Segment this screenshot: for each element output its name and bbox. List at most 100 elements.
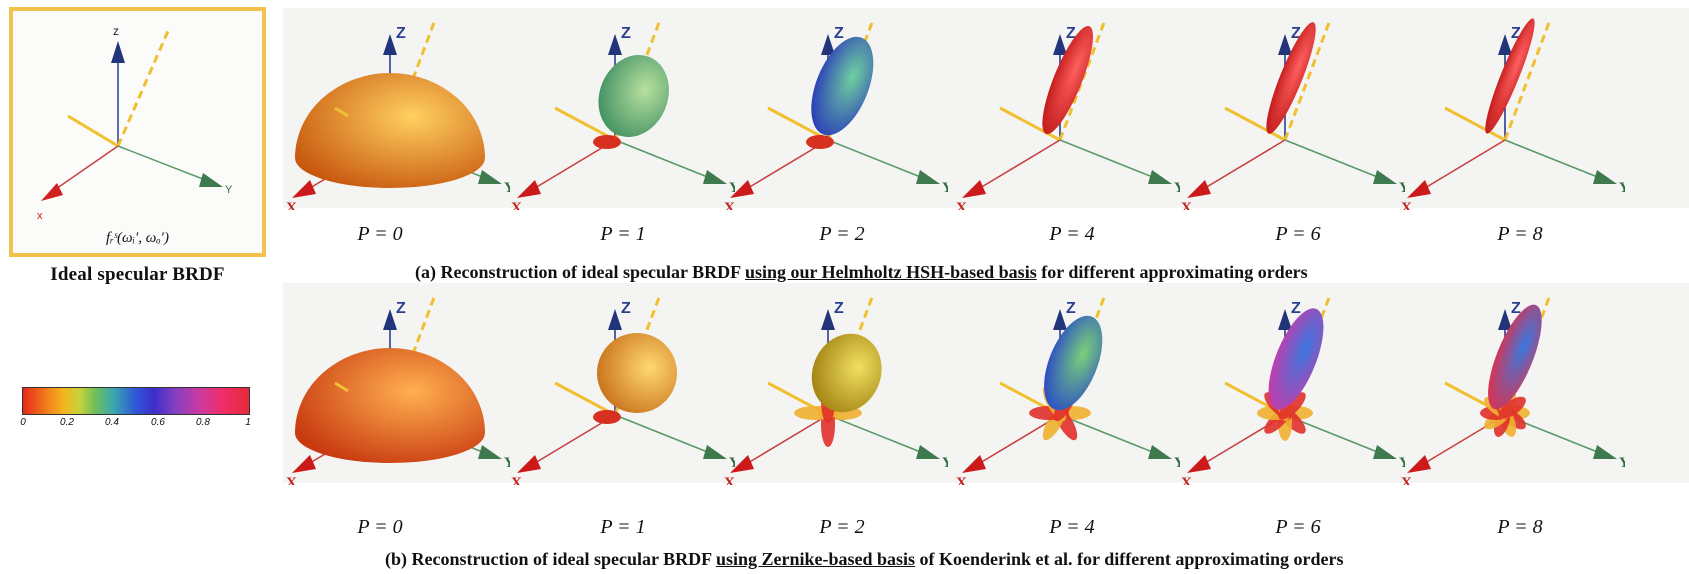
x-axis-label: X bbox=[511, 475, 522, 485]
x-axis-label: X bbox=[1401, 475, 1412, 485]
brdf-lobe-surface bbox=[585, 321, 689, 425]
x-axis-arrowhead bbox=[292, 180, 316, 198]
row-a-order-label: P = 2 bbox=[762, 223, 922, 246]
y-axis-arrowhead bbox=[1373, 445, 1397, 459]
brdf-side-lobe bbox=[593, 135, 621, 149]
y-axis-arrowhead bbox=[1148, 445, 1172, 459]
x-axis-arrowhead bbox=[1187, 180, 1211, 198]
row-a-order-label: P = 8 bbox=[1440, 223, 1600, 246]
y-axis-arrowhead bbox=[478, 170, 502, 184]
row-b-order-label: P = 2 bbox=[762, 516, 922, 539]
row-b-caption-link: using Zernike-based basis bbox=[716, 549, 915, 569]
z-axis-arrowhead bbox=[821, 309, 835, 330]
row-b-plot-4: Z X Y bbox=[1175, 285, 1405, 485]
brdf-lobe-surface bbox=[1478, 15, 1541, 137]
z-axis-label: Z bbox=[1291, 300, 1301, 317]
row-b-order-label: P = 4 bbox=[992, 516, 1152, 539]
brdf-lobe-surface bbox=[295, 348, 485, 463]
colorbar-tick: 0.6 bbox=[151, 417, 165, 428]
x-axis-label: X bbox=[286, 200, 297, 210]
z-axis-arrowhead bbox=[1498, 309, 1512, 330]
x-axis-arrowhead bbox=[962, 180, 986, 198]
row-a-order-label: P = 4 bbox=[992, 223, 1152, 246]
x-axis-label: X bbox=[1181, 200, 1192, 210]
reference-brdf-panel: z x Y fᵣˢ(ωᵢ′, ωₒ′) bbox=[9, 7, 266, 257]
x-axis-arrowhead bbox=[730, 455, 754, 473]
z-axis-arrowhead bbox=[1053, 34, 1067, 55]
row-b-order-label: P = 0 bbox=[300, 516, 460, 539]
row-b-plot-2: Z X Y bbox=[718, 285, 948, 485]
x-axis-arrowhead bbox=[1407, 180, 1431, 198]
y-axis-label: Y bbox=[1619, 180, 1625, 196]
colorbar-gradient bbox=[22, 387, 250, 415]
x-axis-label: X bbox=[724, 475, 735, 485]
row-a-order-label: P = 0 bbox=[300, 223, 460, 246]
x-axis-arrowhead bbox=[730, 180, 754, 198]
x-axis-arrowhead bbox=[292, 455, 316, 473]
row-a-plot-1: ZXY bbox=[505, 10, 735, 210]
y-axis-arrowhead bbox=[1373, 170, 1397, 184]
brdf-formula: fᵣˢ(ωᵢ′, ωₒ′) bbox=[13, 230, 262, 247]
row-a-order-label: P = 1 bbox=[543, 223, 703, 246]
x-axis-label: x bbox=[37, 210, 43, 222]
row-a-order-label: P = 6 bbox=[1218, 223, 1378, 246]
row-a-plot-0: Z X Y bbox=[280, 10, 510, 210]
x-axis-label: X bbox=[956, 200, 967, 210]
incident-direction-line bbox=[68, 116, 118, 146]
z-axis-arrowhead bbox=[1053, 309, 1067, 330]
z-axis-arrowhead bbox=[608, 34, 622, 55]
row-b-caption-suffix: of Koenderink et al. for different appro… bbox=[915, 549, 1343, 569]
colorbar-tick: 0 bbox=[20, 417, 26, 428]
z-axis-label: Z bbox=[834, 300, 844, 317]
y-axis-arrowhead bbox=[1593, 445, 1617, 459]
colorbar-tick: 1 bbox=[245, 417, 251, 428]
row-a-caption-suffix: for different approximating orders bbox=[1037, 262, 1308, 282]
x-axis-label: X bbox=[511, 200, 522, 210]
z-axis-arrowhead bbox=[111, 41, 125, 63]
brdf-lobe-surface bbox=[295, 73, 485, 188]
y-axis-arrowhead bbox=[1593, 170, 1617, 184]
y-axis-label: Y bbox=[942, 455, 948, 471]
row-b-plot-3: Z X Y bbox=[950, 285, 1180, 485]
row-a-plot-2: ZXY bbox=[718, 10, 948, 210]
row-b-plot-1: ZXY bbox=[505, 285, 735, 485]
brdf-lobe-surface bbox=[1032, 308, 1114, 419]
x-axis-arrowhead bbox=[517, 455, 541, 473]
z-axis-arrowhead bbox=[608, 309, 622, 330]
z-axis-arrowhead bbox=[383, 309, 397, 330]
row-b-order-label: P = 8 bbox=[1440, 516, 1600, 539]
z-axis-arrowhead bbox=[1278, 34, 1292, 55]
row-a-plot-5: ZXY bbox=[1395, 10, 1625, 210]
reflected-direction-line bbox=[118, 31, 168, 146]
row-b-caption: (b) Reconstruction of ideal specular BRD… bbox=[385, 549, 1344, 570]
row-b-order-label: P = 1 bbox=[543, 516, 703, 539]
row-b-caption-prefix: (b) Reconstruction of ideal specular BRD… bbox=[385, 549, 716, 569]
row-a-caption: (a) Reconstruction of ideal specular BRD… bbox=[415, 262, 1308, 283]
row-b-order-label: P = 6 bbox=[1218, 516, 1378, 539]
z-axis-label: Z bbox=[396, 25, 406, 42]
y-axis-arrowhead bbox=[1148, 170, 1172, 184]
z-axis-arrowhead bbox=[383, 34, 397, 55]
colorbar-tick: 0.8 bbox=[196, 417, 210, 428]
x-axis-label: X bbox=[286, 475, 297, 485]
y-axis-arrowhead bbox=[916, 445, 940, 459]
row-b-plot-5: ZXY bbox=[1395, 285, 1625, 485]
row-a-plot-3: Z X Y bbox=[950, 10, 1180, 210]
reference-axes-figure: z x Y bbox=[13, 11, 262, 253]
y-axis-arrowhead bbox=[478, 445, 502, 459]
x-axis-label: X bbox=[1401, 200, 1412, 210]
x-axis-arrowhead bbox=[517, 180, 541, 198]
z-axis-label: Z bbox=[834, 25, 844, 42]
y-axis-label: Y bbox=[225, 184, 233, 196]
x-axis-arrowhead bbox=[1407, 455, 1431, 473]
z-axis-arrowhead bbox=[1278, 309, 1292, 330]
z-axis-label: Z bbox=[396, 300, 406, 317]
y-axis-label: Y bbox=[942, 180, 948, 196]
x-axis-label: X bbox=[956, 475, 967, 485]
y-axis-arrowhead bbox=[199, 173, 223, 187]
row-a-caption-link: using our Helmholtz HSH-based basis bbox=[745, 262, 1037, 282]
reference-caption: Ideal specular BRDF bbox=[9, 264, 266, 286]
row-a-plot-4: Z X Y bbox=[1175, 10, 1405, 210]
z-axis-label: Z bbox=[621, 300, 631, 317]
brdf-side-lobe bbox=[806, 135, 834, 149]
